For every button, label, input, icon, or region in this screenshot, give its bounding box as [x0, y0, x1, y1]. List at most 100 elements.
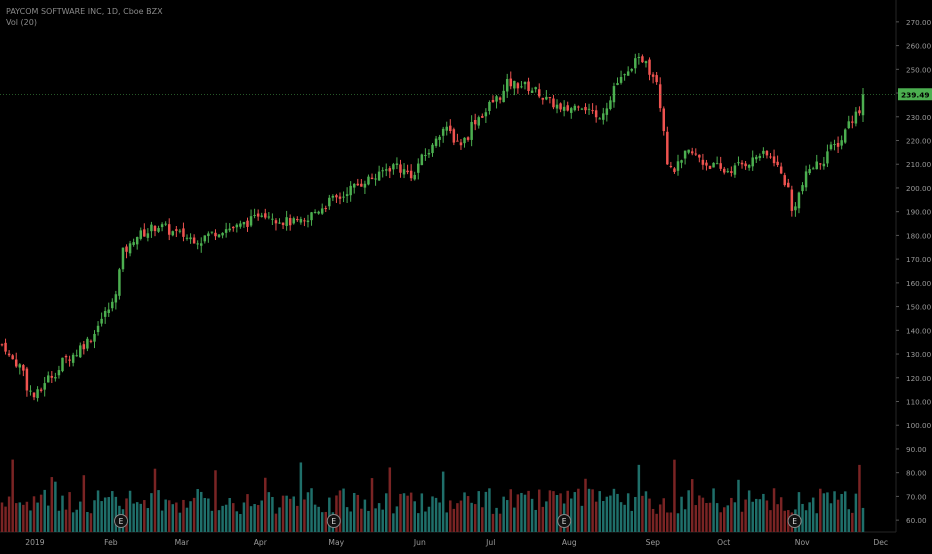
volume-bar [470, 502, 473, 532]
candle-body [548, 97, 552, 99]
volume-bar [605, 496, 609, 532]
candle-body [683, 150, 687, 159]
volume-bar [705, 502, 708, 532]
volume-bar [260, 500, 263, 532]
candle-body [452, 129, 456, 143]
volume-bar [473, 504, 477, 532]
volume-bar [374, 508, 377, 532]
candle-body [509, 78, 513, 87]
candle-body [513, 80, 516, 89]
candle-body [673, 168, 676, 172]
candle-body [388, 168, 392, 172]
volume-bar [210, 510, 214, 532]
candle-body [722, 168, 726, 173]
candle-body [822, 163, 826, 167]
candle-body [609, 100, 612, 110]
candle-body [199, 243, 203, 246]
candle-body [406, 170, 409, 173]
volume-bar [449, 500, 452, 532]
price-tick-label: 270.00 [906, 18, 932, 27]
volume-bar [7, 496, 11, 532]
candle-body [819, 163, 822, 165]
volume-bar [100, 501, 103, 532]
volume-bar [505, 500, 509, 532]
volume-bar [420, 493, 424, 532]
candle-body [409, 170, 413, 179]
volume-bar [527, 490, 530, 532]
volume-bar [278, 507, 281, 532]
volume-bar [744, 499, 747, 532]
candle-body [804, 171, 808, 188]
time-axis-label: Nov [795, 538, 810, 547]
volume-bar [25, 501, 29, 532]
volume-bar [153, 468, 157, 532]
volume-bar [644, 491, 648, 532]
candle-body [392, 164, 395, 170]
volume-bar [520, 492, 523, 532]
candle-body [680, 160, 683, 163]
candle-body [135, 237, 139, 245]
candle-body [744, 163, 747, 167]
volume-bar [797, 492, 801, 532]
candle-body [431, 144, 434, 154]
volume-bar [36, 502, 39, 532]
volume-bar [811, 497, 815, 532]
candle-body [591, 110, 594, 112]
candle-body [299, 218, 303, 223]
candle-body [79, 345, 82, 358]
volume-bar [399, 493, 402, 532]
price-tick-label: 190.00 [906, 208, 932, 217]
candle-body [619, 76, 623, 83]
candle-body [779, 166, 783, 174]
candle-body [505, 79, 509, 92]
candle-body [57, 370, 61, 376]
volume-bar [406, 495, 409, 532]
candle-body [335, 195, 338, 198]
volume-bar [509, 489, 513, 532]
volume-bar [452, 508, 456, 532]
candle-body [320, 208, 324, 214]
volume-bar [328, 497, 331, 532]
candle-body [580, 108, 584, 110]
volume-bar [815, 513, 818, 532]
price-tick-label: 170.00 [906, 255, 932, 264]
candle-body [747, 164, 751, 168]
candle-body [559, 103, 562, 110]
candle-body [758, 155, 762, 159]
candle-body [139, 230, 143, 239]
volume-bar [224, 504, 228, 532]
candle-body [356, 183, 360, 186]
volume-bar [537, 489, 541, 532]
volume-bar [648, 498, 651, 532]
last-price-tag [898, 88, 932, 101]
volume-indicator-label: Vol (20) [6, 18, 37, 27]
candle-body [242, 222, 246, 225]
volume-bar [623, 504, 626, 532]
volume-bar [755, 498, 758, 532]
candle-body [587, 108, 591, 110]
volume-bar [463, 492, 466, 532]
volume-bar [349, 511, 352, 532]
volume-bar [128, 490, 132, 532]
volume-bar [32, 496, 36, 532]
candle-body [121, 247, 125, 270]
volume-bar [687, 490, 690, 532]
time-axis-label: Jul [485, 538, 495, 547]
candle-body [541, 97, 545, 100]
volume-bar [182, 499, 185, 532]
candle-body [577, 106, 580, 108]
time-axis-label: Sep [646, 538, 660, 547]
candle-body [701, 159, 705, 165]
volume-bar [495, 507, 498, 532]
volume-bar [438, 502, 441, 532]
volume-bar [11, 459, 14, 532]
volume-bar [666, 512, 669, 532]
candle-body [189, 237, 192, 240]
candle-body [107, 309, 110, 313]
candle-body [708, 165, 712, 169]
candle-body [374, 178, 377, 180]
volume-bar [385, 493, 388, 532]
volume-bar [708, 502, 712, 532]
